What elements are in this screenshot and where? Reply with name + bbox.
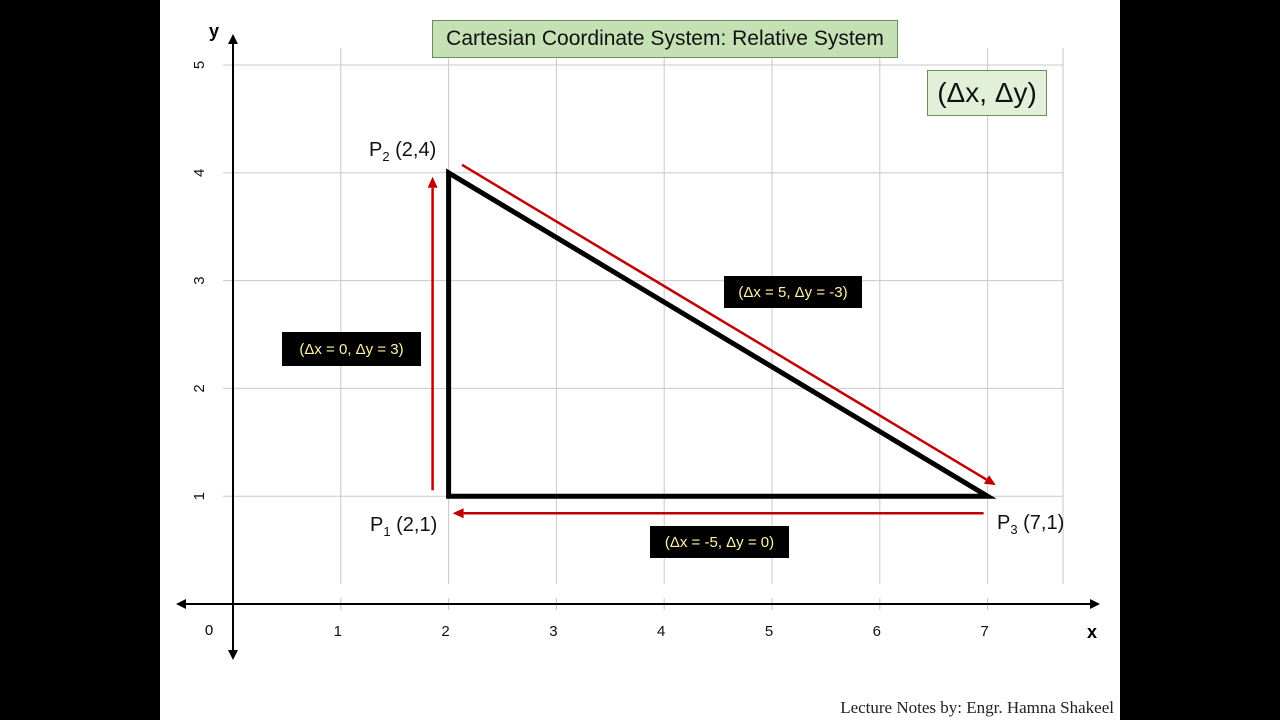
y-tick-label: 4 xyxy=(191,169,208,177)
delta-label-p3-p1: (Δx = -5, Δy = 0) xyxy=(650,526,789,558)
notation-box: (Δx, Δy) xyxy=(927,70,1047,116)
triangle-shape xyxy=(446,168,997,499)
title-box: Cartesian Coordinate System: Relative Sy… xyxy=(432,20,898,58)
grid-lines xyxy=(223,48,1064,610)
coordinate-diagram: x y 0 1 2 3 4 5 6 7 1 2 3 4 5 xyxy=(176,21,1100,660)
x-tick-label: 7 xyxy=(980,623,988,640)
slide: x y 0 1 2 3 4 5 6 7 1 2 3 4 5 Cartesian Coordinate … xyxy=(160,0,1120,720)
origin-label: 0 xyxy=(205,622,213,639)
y-tick-label: 3 xyxy=(191,276,208,284)
x-tick-label: 1 xyxy=(334,623,342,640)
move-arrow-line xyxy=(461,163,988,481)
point-coords: (7,1) xyxy=(1023,512,1065,534)
x-axis-label: x xyxy=(1087,622,1097,642)
point-name: P xyxy=(369,139,383,161)
x-tick-label: 4 xyxy=(657,623,665,640)
move-arrow-head xyxy=(427,176,438,188)
delta-label-p1-p2: (Δx = 0, Δy = 3) xyxy=(282,332,421,366)
triangle xyxy=(446,168,997,499)
x-tick-label: 2 xyxy=(441,623,449,640)
point-label-p3: P3 (7,1) xyxy=(997,512,1064,537)
point-label-p1: P1 (2,1) xyxy=(370,514,437,539)
x-axis-arrow-right xyxy=(1090,599,1100,609)
y-axis-arrow-bottom xyxy=(228,650,238,660)
delta-label-p2-p3: (Δx = 5, Δy = -3) xyxy=(724,276,862,308)
point-subscript: 3 xyxy=(1010,522,1018,537)
point-subscript: 2 xyxy=(382,149,390,164)
y-axis-arrow-top xyxy=(228,34,238,44)
point-coords: (2,4) xyxy=(395,139,437,161)
move-arrows xyxy=(427,163,996,519)
y-tick-label: 5 xyxy=(191,61,208,69)
x-tick-label: 6 xyxy=(873,623,881,640)
point-subscript: 1 xyxy=(383,524,391,539)
move-arrow-head xyxy=(983,475,996,486)
point-name: P xyxy=(997,512,1011,534)
y-tick-label: 2 xyxy=(191,384,208,392)
point-coords: (2,1) xyxy=(396,514,438,536)
point-label-p2: P2 (2,4) xyxy=(369,139,436,164)
y-axis-label: y xyxy=(209,21,219,41)
move-arrow-head xyxy=(452,508,464,519)
y-tick-label: 1 xyxy=(191,492,208,500)
x-tick-label: 5 xyxy=(765,623,773,640)
x-axis-arrow-left xyxy=(176,599,186,609)
tick-labels: 1 2 3 4 5 6 7 1 2 3 4 5 xyxy=(191,61,989,640)
x-tick-label: 3 xyxy=(549,623,557,640)
axes: x y 0 xyxy=(176,21,1100,660)
credit-text: Lecture Notes by: Engr. Hamna Shakeel xyxy=(840,698,1114,717)
point-name: P xyxy=(370,514,384,536)
